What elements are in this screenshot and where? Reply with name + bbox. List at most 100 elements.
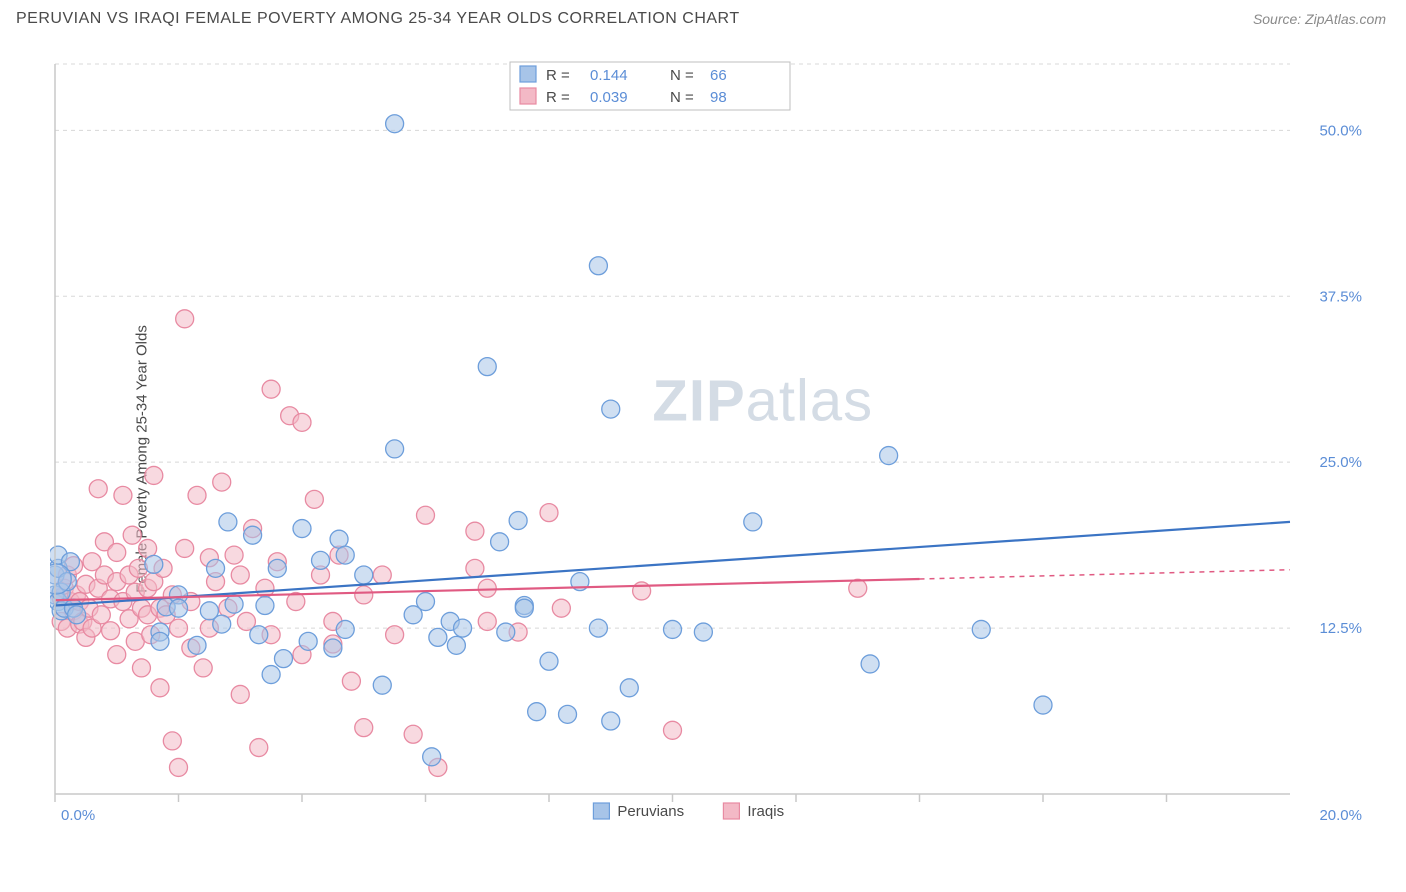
scatter-point: [620, 679, 638, 697]
scatter-point: [176, 539, 194, 557]
legend-swatch: [723, 803, 739, 819]
chart-source: Source: ZipAtlas.com: [1253, 11, 1386, 27]
legend-series-label: Iraqis: [747, 803, 784, 820]
scatter-point: [225, 546, 243, 564]
scatter-point: [256, 597, 274, 615]
scatter-point: [151, 679, 169, 697]
scatter-point: [92, 606, 110, 624]
scatter-point: [225, 595, 243, 613]
chart-title: PERUVIAN VS IRAQI FEMALE POVERTY AMONG 2…: [16, 10, 740, 28]
legend-bottom: Peruvians Iraqis: [593, 803, 784, 820]
scatter-point: [1034, 696, 1052, 714]
legend-stat-value: 66: [710, 67, 727, 84]
scatter-point: [219, 513, 237, 531]
scatter-point: [515, 599, 533, 617]
legend-stat-label: N =: [670, 89, 694, 106]
scatter-point: [540, 504, 558, 522]
scatter-point: [540, 652, 558, 670]
y-tick-label: 50.0%: [1319, 122, 1362, 139]
scatter-point: [312, 551, 330, 569]
scatter-point: [342, 672, 360, 690]
scatter-point: [589, 619, 607, 637]
scatter-point: [386, 440, 404, 458]
scatter-point: [213, 473, 231, 491]
scatter-point: [509, 512, 527, 530]
scatter-point: [429, 628, 447, 646]
scatter-point: [293, 413, 311, 431]
legend-stat-value: 98: [710, 89, 727, 106]
scatter-point: [478, 612, 496, 630]
scatter-point: [478, 358, 496, 376]
scatter-point: [213, 615, 231, 633]
y-tick-label: 12.5%: [1319, 620, 1362, 637]
scatter-point: [336, 546, 354, 564]
scatter-point: [454, 619, 472, 637]
scatter-point: [268, 559, 286, 577]
scatter-point: [188, 486, 206, 504]
scatter-point: [68, 606, 86, 624]
y-tick-label: 25.0%: [1319, 454, 1362, 471]
scatter-point: [664, 620, 682, 638]
scatter-point: [299, 632, 317, 650]
scatter-point: [145, 466, 163, 484]
scatter-point: [423, 748, 441, 766]
scatter-point: [355, 566, 373, 584]
scatter-point: [145, 555, 163, 573]
scatter-point: [466, 559, 484, 577]
scatter-point: [89, 480, 107, 498]
legend-swatch: [520, 88, 536, 104]
scatter-point: [293, 520, 311, 538]
scatter-point: [108, 543, 126, 561]
x-tick-label: 0.0%: [61, 807, 95, 824]
scatter-point: [163, 732, 181, 750]
scatter-point: [694, 623, 712, 641]
scatter-point: [849, 579, 867, 597]
trend-line-dashed: [920, 570, 1291, 579]
scatter-point: [404, 725, 422, 743]
legend-swatch: [520, 66, 536, 82]
scatter-point: [447, 636, 465, 654]
scatter-point: [114, 486, 132, 504]
scatter-point: [170, 619, 188, 637]
scatter-point: [417, 506, 435, 524]
scatter-point: [250, 626, 268, 644]
scatter-point: [231, 566, 249, 584]
trend-line: [55, 522, 1290, 606]
scatter-point: [602, 400, 620, 418]
scatter-point: [497, 623, 515, 641]
chart-container: Female Poverty Among 25-34 Year Olds 12.…: [0, 34, 1406, 884]
legend-stat-label: R =: [546, 89, 570, 106]
scatter-point: [386, 115, 404, 133]
scatter-point: [336, 620, 354, 638]
scatter-point: [744, 513, 762, 531]
scatter-point: [417, 593, 435, 611]
scatter-point: [324, 639, 342, 657]
legend-stat-label: R =: [546, 67, 570, 84]
scatter-point: [102, 622, 120, 640]
scatter-point: [602, 712, 620, 730]
scatter-point: [207, 559, 225, 577]
scatter-point: [373, 676, 391, 694]
scatter-point: [355, 586, 373, 604]
scatter-point: [123, 526, 141, 544]
scatter-point: [108, 646, 126, 664]
legend-swatch: [593, 803, 609, 819]
scatter-point: [194, 659, 212, 677]
scatter-point: [274, 650, 292, 668]
scatter-point: [861, 655, 879, 673]
scatter-point: [466, 522, 484, 540]
scatter-point: [491, 533, 509, 551]
legend-stat-label: N =: [670, 67, 694, 84]
plot-area: 12.5%25.0%37.5%50.0%ZIPatlas0.0%20.0%R =…: [50, 54, 1370, 834]
legend-stat-value: 0.144: [590, 67, 628, 84]
scatter-point: [664, 721, 682, 739]
legend-series-label: Peruvians: [617, 803, 684, 820]
scatter-point: [170, 758, 188, 776]
scatter-point: [170, 599, 188, 617]
scatter-point: [589, 257, 607, 275]
scatter-point: [355, 719, 373, 737]
scatter-point: [880, 447, 898, 465]
scatter-point: [972, 620, 990, 638]
scatter-point: [176, 310, 194, 328]
scatter-point: [528, 703, 546, 721]
